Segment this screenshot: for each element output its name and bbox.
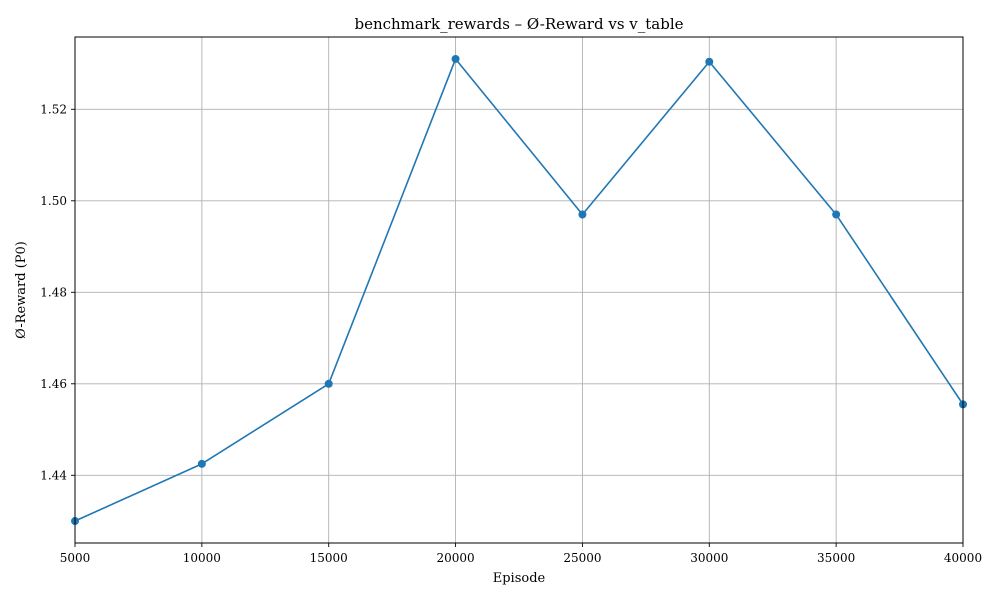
- data-point: [451, 54, 460, 63]
- x-tick-label: 40000: [944, 551, 982, 565]
- ticks: 5000 10000 15000 20000 25000 30000 35000 40000 1…: [40, 102, 982, 565]
- y-tick-label: 1.48: [40, 285, 67, 299]
- chart-title: benchmark_rewards – Ø-Reward vs v_table: [354, 15, 683, 33]
- data-point: [197, 459, 206, 468]
- series-line: [74, 58, 964, 522]
- x-tick-label: 5000: [60, 551, 91, 565]
- y-tick-label: 1.52: [40, 102, 67, 116]
- y-tick-label: 1.46: [40, 377, 67, 391]
- x-tick-label: 30000: [690, 551, 728, 565]
- x-tick-label: 35000: [817, 551, 855, 565]
- plot-area-frame: [74, 36, 964, 544]
- x-tick-label: 20000: [436, 551, 474, 565]
- data-point: [324, 379, 333, 388]
- y-axis-label: Ø-Reward (P0): [14, 241, 29, 339]
- x-tick-label: 15000: [310, 551, 348, 565]
- x-tick-label: 25000: [563, 551, 601, 565]
- x-tick-label: 10000: [183, 551, 221, 565]
- data-point: [832, 210, 841, 219]
- grid: [74, 37, 964, 543]
- data-point: [578, 210, 587, 219]
- y-tick-label: 1.44: [40, 468, 67, 482]
- y-tick-label: 1.50: [40, 194, 67, 208]
- series-layer: [71, 54, 967, 526]
- x-axis-label: Episode: [493, 571, 546, 586]
- data-point: [705, 57, 714, 66]
